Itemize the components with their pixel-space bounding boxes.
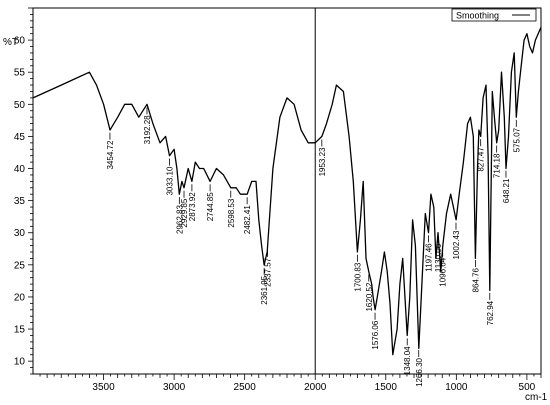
y-tick-label: 60	[14, 36, 26, 47]
peak-label: 1953.23	[318, 147, 327, 176]
peak-label: 2337.57	[264, 257, 273, 286]
x-tick-label: 3000	[163, 382, 186, 393]
y-tick-label: 15	[14, 325, 26, 336]
x-tick-label: 500	[519, 382, 536, 393]
y-axis: 10 15 20 25 30 35 40 45 50 55 60	[14, 7, 33, 375]
peak-label: 1700.83	[353, 262, 362, 291]
peak-label: 2482.41	[243, 205, 252, 234]
peak-label: 3192.28	[143, 115, 152, 144]
y-axis-title: %T	[3, 37, 18, 48]
series-layer	[32, 27, 542, 356]
peak-label: 1130.06	[434, 243, 443, 272]
y-tick-label: 35	[14, 196, 26, 207]
y-tick-label: 40	[14, 164, 26, 175]
peak-label: 1266.30	[415, 357, 424, 386]
peak-label: 3454.72	[106, 140, 115, 169]
x-tick-label: 2000	[304, 382, 327, 393]
peak-label: 2598.53	[227, 198, 236, 227]
peak-label: 3033.10	[165, 166, 174, 195]
legend-label: Smoothing	[456, 11, 499, 21]
x-tick-label: 1000	[445, 382, 468, 393]
peak-label: 827.47	[477, 147, 486, 172]
peak-label: 1620.52	[365, 282, 374, 311]
peak-label: 2873.92	[188, 192, 197, 221]
peak-label: 714.18	[493, 153, 502, 178]
peak-label: 2361.95	[260, 275, 269, 304]
y-tick-label: 45	[14, 132, 26, 143]
peak-label: 762.94	[486, 300, 495, 325]
y-tick-label: 10	[14, 357, 26, 368]
x-tick-label: 2500	[234, 382, 257, 393]
peak-label: 2929.85	[180, 198, 189, 227]
y-tick-label: 25	[14, 260, 26, 271]
spectrum-line	[32, 27, 542, 356]
peak-label: 864.76	[471, 267, 480, 292]
peak-label: 575.07	[512, 127, 521, 152]
y-tick-label: 50	[14, 100, 26, 111]
y-tick-label: 55	[14, 68, 26, 79]
peak-label: 1197.46	[425, 243, 434, 272]
peak-label: 1096.64	[439, 257, 448, 286]
x-tick-label: 1500	[375, 382, 398, 393]
peak-label: 1576.06	[371, 320, 380, 349]
peak-label: 2962.83	[175, 205, 184, 234]
y-tick-label: 30	[14, 228, 26, 239]
x-tick-label: 3500	[92, 382, 115, 393]
peak-label: 648.21	[502, 178, 511, 203]
peak-label: 1348.04	[403, 346, 412, 375]
legend-box	[451, 8, 537, 22]
x-axis: 3500 3000 2500 2000 1500 1000 500	[39, 374, 542, 393]
peak-label: 1002.43	[452, 230, 461, 259]
x-axis-title: cm-1	[525, 392, 548, 403]
y-tick-label: 20	[14, 292, 26, 303]
peak-label: 2744.85	[206, 192, 215, 221]
peak-label-layer: 3454.72 3192.28 3033.10 2962.832929.852873.…	[106, 107, 521, 387]
legend: Smoothing	[451, 8, 537, 22]
